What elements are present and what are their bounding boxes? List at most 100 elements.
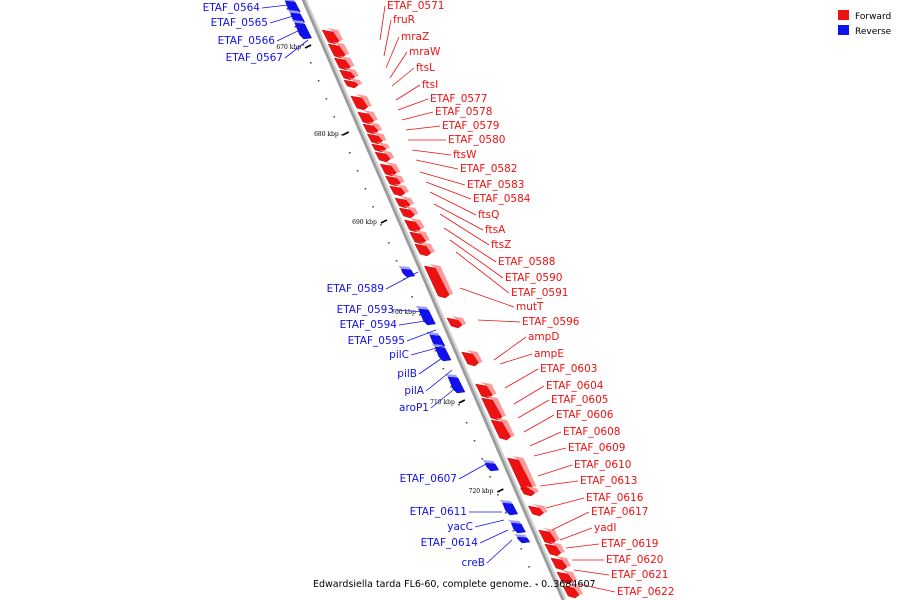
forward-gene xyxy=(362,123,379,135)
tick-label: 690 kbp xyxy=(352,219,377,226)
tick-label: 670 kbp xyxy=(276,44,301,51)
tick-label: 710 kbp xyxy=(430,399,455,406)
forward-gene xyxy=(371,143,387,153)
reverse-leader-line xyxy=(418,353,449,375)
forward-leader-line xyxy=(565,543,600,549)
forward-gene-labels: ETAF_0571fruRmraZmraWftsLftsIETAF_0577ET… xyxy=(379,0,674,598)
reverse-leader-line xyxy=(398,319,433,326)
reverse-leader-line xyxy=(425,369,453,392)
forward-gene-top xyxy=(451,316,467,325)
forward-gene-label: ETAF_0584 xyxy=(473,193,531,205)
forward-gene-top xyxy=(414,230,430,241)
forward-gene-label: ETAF_0616 xyxy=(586,492,644,504)
forward-gene-label: ETAF_0579 xyxy=(442,120,499,132)
forward-leader-line xyxy=(504,368,539,389)
backbone-dot xyxy=(341,134,343,136)
forward-gene xyxy=(389,185,406,197)
forward-gene xyxy=(398,207,415,219)
forward-gene xyxy=(343,79,359,89)
forward-gene-label: ftsA xyxy=(485,224,506,236)
reverse-leader-line xyxy=(276,27,305,42)
backbone-dot xyxy=(512,530,515,532)
reverse-leader-line xyxy=(261,3,297,9)
tick-label: 680 kbp xyxy=(314,131,339,138)
forward-gene xyxy=(333,57,351,71)
forward-gene xyxy=(321,29,340,45)
forward-gene-label: ETAF_0588 xyxy=(498,256,555,268)
forward-leader-line xyxy=(425,181,472,200)
reverse-leader-line xyxy=(410,345,445,356)
tick-mark xyxy=(304,44,312,49)
forward-gene xyxy=(404,219,421,233)
backbone-line xyxy=(301,0,565,600)
forward-gene-top xyxy=(372,132,387,141)
forward-gene-top xyxy=(543,528,560,541)
forward-gene xyxy=(562,585,580,599)
forward-gene-label: ETAF_0606 xyxy=(556,409,614,421)
reverse-gene xyxy=(502,502,519,516)
reverse-gene xyxy=(294,22,312,40)
forward-gene-top xyxy=(404,206,419,215)
forward-gene-label: ftsW xyxy=(453,149,477,161)
forward-leader-line xyxy=(545,497,585,509)
forward-gene-top xyxy=(561,570,578,581)
forward-genes xyxy=(321,28,584,599)
backbone-dot xyxy=(333,116,335,118)
backbone-dot xyxy=(411,296,413,298)
tick-mark xyxy=(342,131,350,136)
reverse-leader-line xyxy=(486,539,513,564)
reverse-gene-label: ETAF_0614 xyxy=(421,537,479,549)
forward-gene-top xyxy=(555,556,572,567)
forward-gene-label: mraZ xyxy=(401,31,429,43)
backbone-dot xyxy=(310,62,312,64)
forward-gene xyxy=(481,397,503,421)
forward-leader-line xyxy=(577,583,616,593)
tick-label: 700 kbp xyxy=(391,309,416,316)
forward-leader-line xyxy=(433,203,484,231)
reverse-gene-label: ETAF_0607 xyxy=(400,473,457,485)
backbone-dots xyxy=(286,8,538,586)
forward-gene-label: mutT xyxy=(516,301,544,313)
forward-gene xyxy=(520,487,536,497)
forward-gene xyxy=(394,197,411,209)
forward-gene-top xyxy=(339,56,355,67)
forward-gene-label: ampD xyxy=(528,331,559,343)
forward-gene-label: ETAF_0620 xyxy=(606,554,663,566)
forward-leader-line xyxy=(551,511,590,531)
backbone-dot xyxy=(317,80,320,82)
forward-gene-label: ETAF_0580 xyxy=(448,134,505,146)
reverse-gene-label: ETAF_0595 xyxy=(348,335,405,347)
backbone-dot xyxy=(372,206,374,208)
forward-gene xyxy=(550,557,568,571)
forward-gene-label: ftsQ xyxy=(478,209,499,221)
forward-gene xyxy=(327,43,346,59)
forward-leader-line xyxy=(449,239,504,279)
forward-gene-label: ETAF_0621 xyxy=(611,569,668,581)
forward-gene-label: ETAF_0605 xyxy=(551,394,608,406)
backbone-dot xyxy=(302,44,304,46)
reverse-gene-label: ETAF_0566 xyxy=(218,35,276,47)
forward-leader-line xyxy=(389,51,408,79)
backbone-dot xyxy=(481,458,484,460)
genome-backbone xyxy=(301,0,567,600)
reverse-gene-label: aroP1 xyxy=(399,402,429,414)
forward-gene-label: ETAF_0613 xyxy=(580,475,637,487)
forward-gene-label: ETAF_0577 xyxy=(430,93,487,105)
backbone-dot xyxy=(442,368,445,370)
forward-leader-line xyxy=(573,569,610,576)
forward-gene-top xyxy=(379,150,395,159)
forward-gene-top xyxy=(466,350,483,363)
forward-gene-top xyxy=(376,142,390,149)
backbone-dot xyxy=(536,584,538,586)
legend-reverse-swatch xyxy=(838,25,849,35)
reverse-gene-labels: ETAF_0564 ETAF_0565 ETAF_0566 ETAF_0567 ETAF… xyxy=(203,2,513,569)
forward-gene-top xyxy=(355,94,372,107)
reverse-leader-line xyxy=(458,463,487,480)
reverse-leader-line xyxy=(430,385,459,409)
forward-gene-label: mraW xyxy=(409,46,441,58)
reverse-gene xyxy=(400,268,416,278)
forward-gene-label: ETAF_0610 xyxy=(574,459,631,471)
forward-gene xyxy=(527,505,544,517)
backbone-dot xyxy=(528,566,530,568)
